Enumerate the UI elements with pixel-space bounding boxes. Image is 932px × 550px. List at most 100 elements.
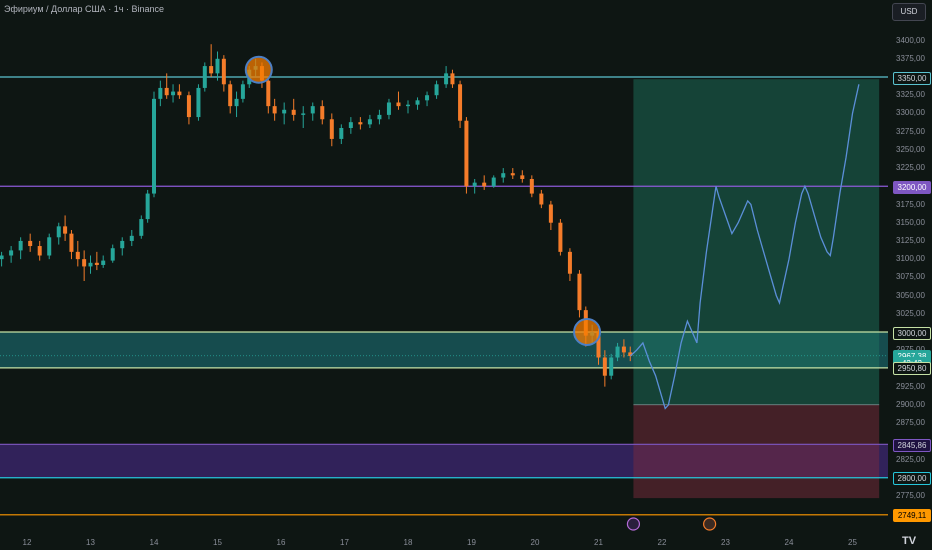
candle-body-58 <box>464 120 469 187</box>
candle-body-16 <box>129 235 134 241</box>
price-tick-label: 2900,00 <box>896 399 925 409</box>
candle-body-42 <box>320 106 325 120</box>
date-tick-label: 14 <box>149 538 159 547</box>
price-tick-label: 3100,00 <box>896 254 925 264</box>
candle-body-14 <box>110 248 115 261</box>
position-loss-zone <box>633 404 880 499</box>
price-label-tag: 2845,86 <box>893 438 931 452</box>
candle-body-38 <box>282 109 287 114</box>
candle-body-28 <box>215 58 220 74</box>
candle-body-2 <box>18 240 23 251</box>
candle-body-1 <box>9 250 14 256</box>
candle-body-26 <box>202 66 207 88</box>
price-label-tag: 2749,11 <box>893 509 931 523</box>
candle-body-9 <box>75 251 80 260</box>
candle-body-77 <box>621 346 626 353</box>
candle-body-59 <box>472 182 477 187</box>
candle-body-18 <box>145 193 150 220</box>
candle-body-69 <box>567 251 572 274</box>
price-tick-label: 3300,00 <box>896 108 925 118</box>
candle-body-19 <box>152 98 156 194</box>
candle-body-46 <box>358 122 363 125</box>
candle-body-53 <box>425 95 430 101</box>
candle-body-51 <box>406 104 410 107</box>
date-tick-label: 16 <box>276 538 286 547</box>
candle-body-78 <box>628 352 633 357</box>
price-tick-label: 3050,00 <box>896 290 925 300</box>
candle-body-52 <box>415 100 420 105</box>
date-tick-label: 17 <box>340 538 349 547</box>
tradingview-logo[interactable]: TV <box>902 535 917 547</box>
candle-body-3 <box>28 240 33 247</box>
price-tick-label: 3075,00 <box>896 272 925 282</box>
date-tick-label: 12 <box>22 538 32 547</box>
candle-body-24 <box>186 95 191 118</box>
price-tick-label: 2825,00 <box>896 454 925 464</box>
date-tick-label: 15 <box>213 538 222 547</box>
price-label-tag: 3000,00 <box>893 326 931 340</box>
price-label-tag: 2800,00 <box>893 472 931 486</box>
candle-body-74 <box>602 357 607 376</box>
candle-body-37 <box>272 106 277 114</box>
candle-body-73 <box>596 332 601 358</box>
candle-body-57 <box>458 84 463 121</box>
date-tick-label: 23 <box>721 538 730 547</box>
candle-body-7 <box>63 226 68 234</box>
currency-button[interactable]: USD <box>892 3 926 21</box>
date-tick-label: 24 <box>784 538 794 547</box>
candle-body-63 <box>510 173 515 176</box>
candle-body-66 <box>539 193 544 205</box>
candle-body-60 <box>482 182 487 187</box>
candle-body-75 <box>609 357 614 376</box>
price-tick-label: 3025,00 <box>896 308 925 318</box>
highlight-circle-0 <box>244 55 273 84</box>
price-tick-label: 3175,00 <box>896 199 925 209</box>
candle-body-65 <box>529 179 534 194</box>
price-tick-label: 2975,00 <box>896 345 925 354</box>
candle-body-64 <box>520 175 525 179</box>
candle-body-6 <box>56 226 61 238</box>
candle-body-48 <box>377 114 382 120</box>
candle-body-47 <box>367 119 372 125</box>
candle-body-0 <box>0 255 4 260</box>
candle-body-20 <box>158 87 163 99</box>
candle-body-61 <box>491 177 496 187</box>
earnings-event-icon <box>703 517 717 531</box>
candle-body-15 <box>120 240 125 249</box>
candle-body-50 <box>396 102 401 107</box>
position-profit-zone <box>633 79 880 405</box>
candle-body-13 <box>101 260 106 265</box>
candle-body-27 <box>209 66 214 74</box>
candle-body-76 <box>615 346 620 358</box>
candle-body-62 <box>501 173 506 178</box>
price-tick-label: 3400,00 <box>896 35 925 45</box>
price-tick-label: 2925,00 <box>896 381 925 391</box>
candle-body-49 <box>386 102 391 115</box>
candle-body-11 <box>88 262 93 267</box>
candle-body-70 <box>577 273 582 311</box>
candle-body-43 <box>329 119 334 139</box>
candle-body-67 <box>548 204 553 223</box>
candle-body-22 <box>171 91 176 96</box>
candle-body-41 <box>310 106 315 114</box>
candle-body-54 <box>434 84 439 96</box>
price-tick-label: 3325,00 <box>896 90 925 100</box>
price-tick-label: 3125,00 <box>896 235 925 245</box>
candle-body-12 <box>94 262 99 265</box>
candle-body-23 <box>177 91 182 96</box>
candle-body-5 <box>47 237 52 256</box>
price-tick-label: 3225,00 <box>896 163 925 173</box>
date-tick-label: 22 <box>657 538 667 547</box>
price-tick-label: 3375,00 <box>896 53 925 63</box>
price-label-tag: 3350,00 <box>893 71 931 85</box>
lightning-event-icon <box>626 517 641 531</box>
candle-body-10 <box>82 259 87 267</box>
highlight-circle-1 <box>573 318 602 346</box>
price-tick-label: 3250,00 <box>896 144 925 154</box>
price-zone-0 <box>0 332 888 368</box>
date-tick-label: 18 <box>403 538 413 547</box>
price-tick-label: 3150,00 <box>896 217 925 227</box>
candle-body-44 <box>339 128 344 139</box>
